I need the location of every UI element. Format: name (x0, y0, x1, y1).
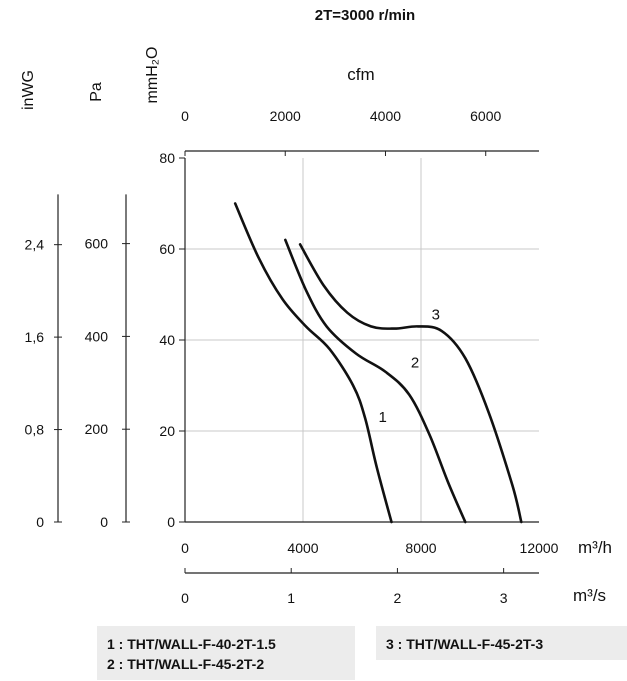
tick-label-cfm-1: 2000 (270, 108, 301, 124)
series-label-3: 3 (432, 307, 440, 324)
tick-label-cfm-3: 6000 (470, 108, 501, 124)
axis-label-cfm: cfm (347, 65, 374, 84)
tick-label-mmh2o-2: 40 (159, 332, 175, 348)
tick-label-m3s-1: 1 (287, 590, 295, 606)
tick-label-mmh2o-4: 80 (159, 150, 175, 166)
tick-label-pa-2: 400 (85, 328, 109, 344)
tick-label-mmh2o-3: 60 (159, 241, 175, 257)
axis-label-m3h: m³/h (578, 538, 612, 557)
tick-label-cfm-0: 0 (181, 108, 189, 124)
series-curve-1 (233, 202, 393, 524)
tick-label-inwg-3: 2,4 (25, 237, 45, 253)
tick-label-m3h-2: 8000 (405, 540, 436, 556)
tick-label-m3h-0: 0 (181, 540, 189, 556)
tick-label-mmh2o-0: 0 (167, 514, 175, 530)
tick-label-inwg-2: 1,6 (25, 329, 45, 345)
legend-right: 3 : THT/WALL-F-45-2T-3 (376, 626, 627, 660)
tick-label-pa-1: 200 (85, 421, 109, 437)
legend-item-2: 2 : THT/WALL-F-45-2T-2 (107, 656, 265, 672)
tick-label-m3h-3: 12000 (520, 540, 559, 556)
legend-left: 1 : THT/WALL-F-40-2T-1.5 2 : THT/WALL-F-… (97, 626, 355, 680)
tick-label-m3s-2: 2 (394, 590, 402, 606)
series-curve-3 (298, 243, 523, 524)
legend-item-3: 3 : THT/WALL-F-45-2T-3 (386, 636, 544, 652)
tick-label-m3h-1: 4000 (287, 540, 318, 556)
series-curve-2 (284, 238, 467, 524)
tick-label-inwg-0: 0 (36, 514, 44, 530)
chart-title: 2T=3000 r/min (315, 7, 415, 24)
series-label-2: 2 (411, 354, 419, 371)
axis-label-m3s: m³/s (573, 586, 606, 605)
tick-label-inwg-1: 0,8 (25, 422, 45, 438)
tick-label-mmh2o-1: 20 (159, 423, 175, 439)
tick-label-pa-0: 0 (100, 514, 108, 530)
series-label-1: 1 (378, 409, 386, 426)
tick-label-m3s-0: 0 (181, 590, 189, 606)
tick-label-m3s-3: 3 (500, 590, 508, 606)
tick-label-cfm-2: 4000 (370, 108, 401, 124)
legend-item-1: 1 : THT/WALL-F-40-2T-1.5 (107, 636, 276, 652)
axis-label-mmh2o: mmH₂O (144, 47, 161, 104)
axis-label-inwg: inWG (20, 70, 37, 110)
tick-label-pa-3: 600 (85, 236, 109, 252)
axis-label-pa: Pa (88, 82, 105, 102)
